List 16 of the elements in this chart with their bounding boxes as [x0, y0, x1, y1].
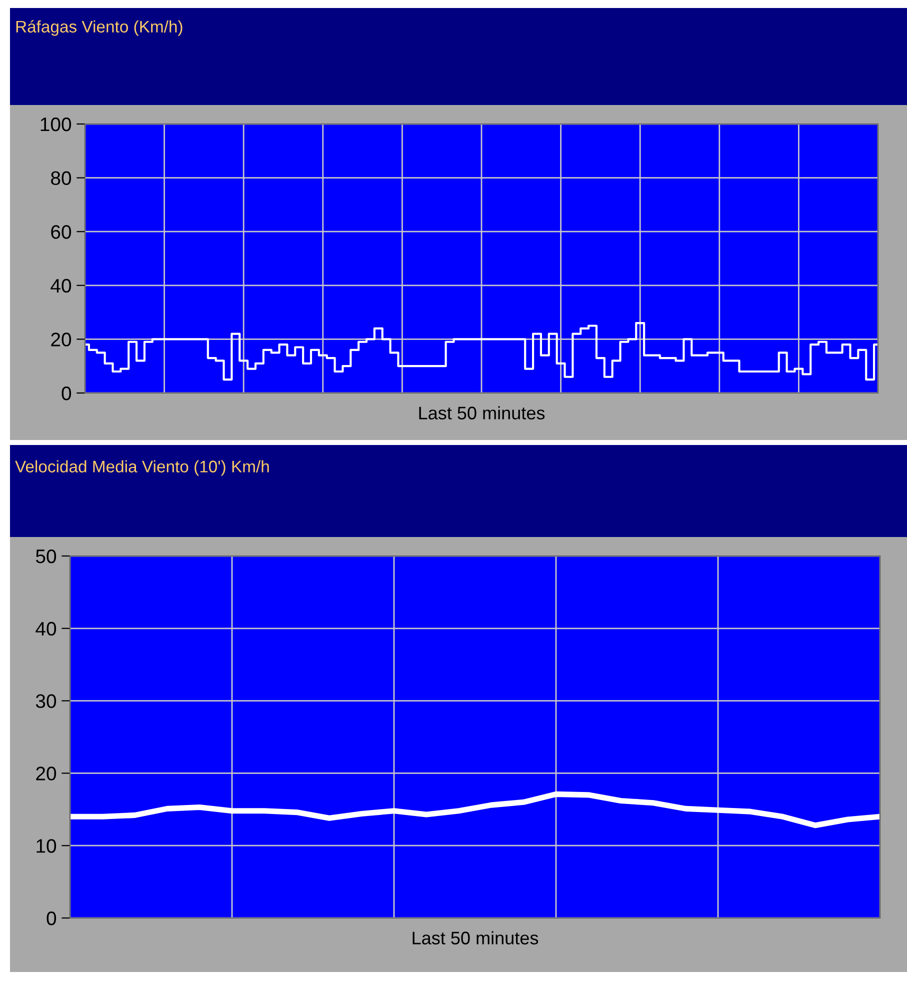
- y-tick-label: 50: [36, 549, 56, 564]
- y-tick-label: 100: [40, 117, 72, 132]
- chart-title: Velocidad Media Viento (10') Km/h: [15, 460, 269, 476]
- x-axis-title: Last 50 minutes: [412, 931, 538, 944]
- x-axis-title: Last 50 minutes: [419, 406, 545, 420]
- y-tick-label: 30: [36, 694, 56, 708]
- y-tick-label: 80: [51, 171, 72, 186]
- chart-title: Ráfagas Viento (Km/h): [16, 20, 182, 36]
- y-tick-label: 0: [46, 911, 56, 926]
- y-tick-label: 20: [36, 766, 56, 780]
- y-tick-label: 40: [50, 278, 72, 293]
- y-tick-label: 0: [62, 386, 72, 400]
- y-tick-label: 10: [36, 839, 56, 853]
- y-tick-label: 40: [36, 622, 56, 636]
- y-tick-label: 20: [51, 332, 72, 346]
- y-tick-label: 60: [51, 225, 72, 239]
